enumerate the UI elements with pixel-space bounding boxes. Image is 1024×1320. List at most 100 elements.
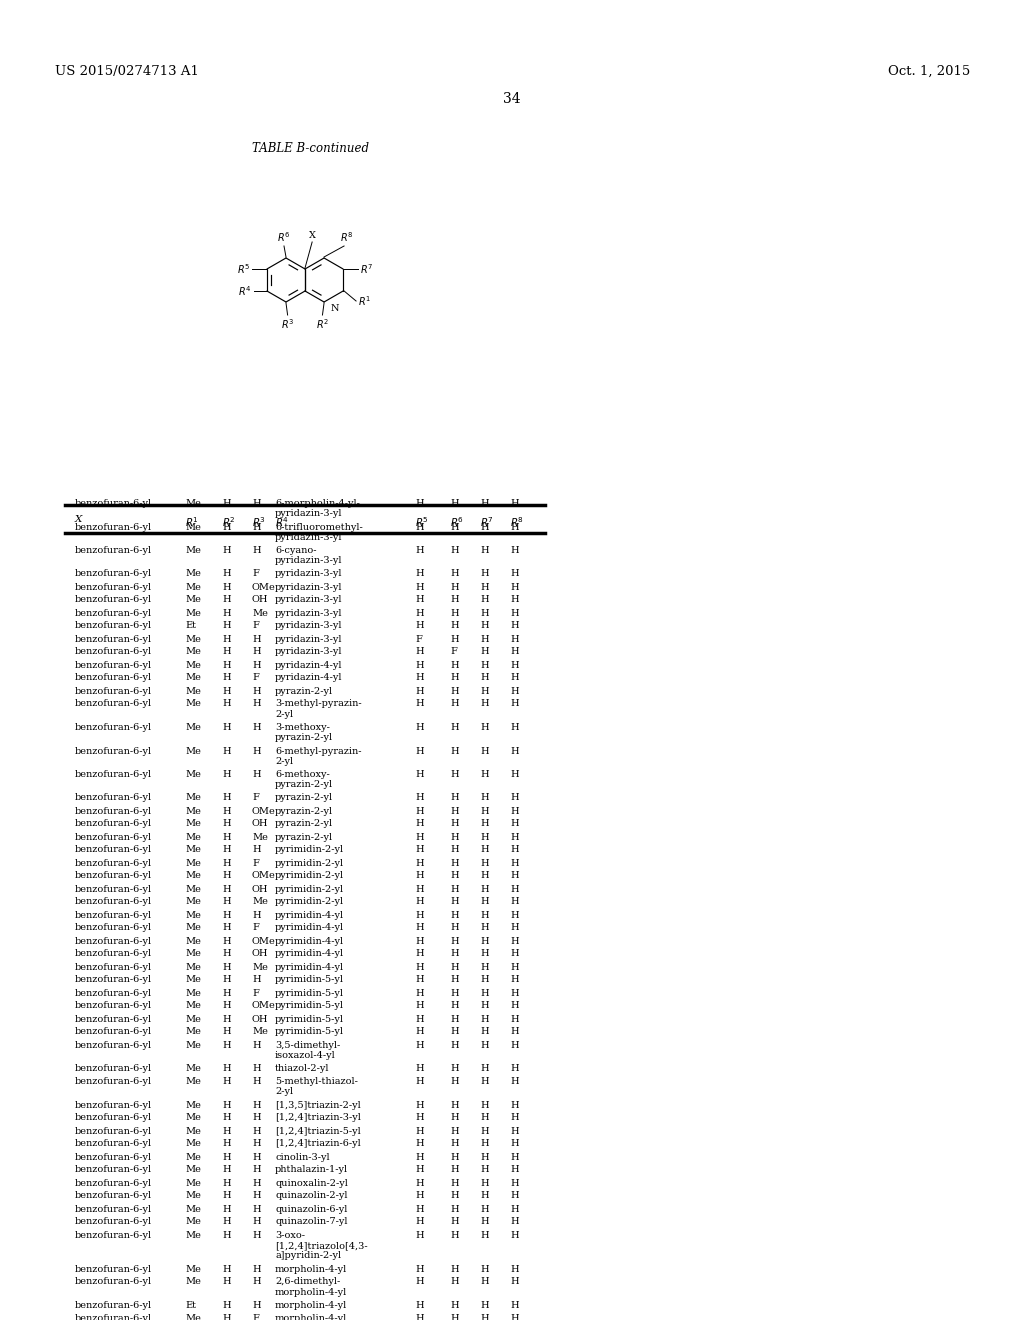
Text: H: H (222, 1114, 230, 1122)
Text: H: H (222, 770, 230, 779)
Text: benzofuran-6-yl: benzofuran-6-yl (75, 770, 153, 779)
Text: Me: Me (185, 1204, 201, 1213)
Text: Me: Me (185, 635, 201, 644)
Text: morpholin-4-yl: morpholin-4-yl (275, 1313, 347, 1320)
Text: H: H (450, 975, 459, 985)
Text: benzofuran-6-yl: benzofuran-6-yl (75, 1101, 153, 1110)
Text: Me: Me (252, 833, 268, 842)
Text: Me: Me (252, 898, 268, 907)
Text: H: H (222, 673, 230, 682)
Text: H: H (510, 807, 518, 816)
Text: benzofuran-6-yl: benzofuran-6-yl (75, 820, 153, 829)
Text: H: H (510, 1077, 518, 1086)
Text: [1,2,4]triazin-5-yl: [1,2,4]triazin-5-yl (275, 1126, 360, 1135)
Text: benzofuran-6-yl: benzofuran-6-yl (75, 546, 153, 554)
Text: benzofuran-6-yl: benzofuran-6-yl (75, 898, 153, 907)
Text: H: H (450, 962, 459, 972)
Text: pyrimidin-2-yl: pyrimidin-2-yl (275, 858, 344, 867)
Text: H: H (415, 1278, 424, 1287)
Text: H: H (222, 1179, 230, 1188)
Text: benzofuran-6-yl: benzofuran-6-yl (75, 911, 153, 920)
Text: H: H (252, 1040, 261, 1049)
Text: benzofuran-6-yl: benzofuran-6-yl (75, 635, 153, 644)
Text: F: F (450, 648, 457, 656)
Text: benzofuran-6-yl: benzofuran-6-yl (75, 700, 153, 709)
Text: 2,6-dimethyl-
morpholin-4-yl: 2,6-dimethyl- morpholin-4-yl (275, 1278, 347, 1296)
Text: H: H (450, 793, 459, 803)
Text: H: H (450, 673, 459, 682)
Text: H: H (510, 546, 518, 554)
Text: H: H (450, 609, 459, 618)
Text: benzofuran-6-yl: benzofuran-6-yl (75, 1230, 153, 1239)
Text: H: H (222, 858, 230, 867)
Text: H: H (415, 673, 424, 682)
Text: H: H (415, 962, 424, 972)
Text: H: H (415, 1192, 424, 1200)
Text: H: H (450, 1152, 459, 1162)
Text: H: H (252, 635, 261, 644)
Text: 6-methyl-pyrazin-
2-yl: 6-methyl-pyrazin- 2-yl (275, 747, 361, 766)
Text: Me: Me (185, 660, 201, 669)
Text: F: F (252, 793, 259, 803)
Text: 6-trifluoromethyl-
pyridazin-3-yl: 6-trifluoromethyl- pyridazin-3-yl (275, 523, 362, 543)
Text: $R^8$: $R^8$ (510, 515, 524, 529)
Text: phthalazin-1-yl: phthalazin-1-yl (275, 1166, 348, 1175)
Text: H: H (510, 911, 518, 920)
Text: OMe: OMe (252, 582, 275, 591)
Text: H: H (480, 635, 488, 644)
Text: Me: Me (185, 499, 201, 508)
Text: Me: Me (185, 871, 201, 880)
Text: pyrimidin-2-yl: pyrimidin-2-yl (275, 898, 344, 907)
Text: H: H (510, 635, 518, 644)
Text: benzofuran-6-yl: benzofuran-6-yl (75, 1302, 153, 1309)
Text: pyridazin-4-yl: pyridazin-4-yl (275, 660, 342, 669)
Text: Me: Me (185, 1192, 201, 1200)
Text: H: H (222, 582, 230, 591)
Text: H: H (222, 975, 230, 985)
Text: Et: Et (185, 622, 196, 631)
Text: H: H (252, 523, 261, 532)
Text: H: H (450, 884, 459, 894)
Text: H: H (415, 949, 424, 958)
Text: H: H (415, 936, 424, 945)
Text: H: H (415, 609, 424, 618)
Text: H: H (480, 1217, 488, 1226)
Text: pyrimidin-4-yl: pyrimidin-4-yl (275, 962, 344, 972)
Text: H: H (480, 609, 488, 618)
Text: H: H (415, 582, 424, 591)
Text: H: H (510, 793, 518, 803)
Text: H: H (222, 1166, 230, 1175)
Text: H: H (222, 1265, 230, 1274)
Text: pyridazin-3-yl: pyridazin-3-yl (275, 635, 342, 644)
Text: H: H (480, 1204, 488, 1213)
Text: H: H (480, 898, 488, 907)
Text: H: H (222, 1015, 230, 1023)
Text: H: H (510, 648, 518, 656)
Text: OMe: OMe (252, 1002, 275, 1011)
Text: Me: Me (185, 1114, 201, 1122)
Text: H: H (510, 1179, 518, 1188)
Text: pyrimidin-4-yl: pyrimidin-4-yl (275, 924, 344, 932)
Text: Me: Me (185, 1064, 201, 1073)
Text: $R^4$: $R^4$ (239, 284, 252, 298)
Text: H: H (252, 1179, 261, 1188)
Text: pyrazin-2-yl: pyrazin-2-yl (275, 686, 333, 696)
Text: pyridazin-3-yl: pyridazin-3-yl (275, 595, 342, 605)
Text: 6-methoxy-
pyrazin-2-yl: 6-methoxy- pyrazin-2-yl (275, 770, 333, 789)
Text: $R^6$: $R^6$ (450, 515, 464, 529)
Text: H: H (450, 1114, 459, 1122)
Text: H: H (480, 1126, 488, 1135)
Text: H: H (415, 846, 424, 854)
Text: pyrazin-2-yl: pyrazin-2-yl (275, 793, 333, 803)
Text: $R^2$: $R^2$ (222, 515, 236, 529)
Text: F: F (252, 569, 259, 578)
Text: benzofuran-6-yl: benzofuran-6-yl (75, 1139, 153, 1148)
Text: H: H (510, 1204, 518, 1213)
Text: pyridazin-4-yl: pyridazin-4-yl (275, 673, 342, 682)
Text: H: H (510, 1002, 518, 1011)
Text: H: H (450, 700, 459, 709)
Text: H: H (480, 975, 488, 985)
Text: H: H (222, 1278, 230, 1287)
Text: pyrimidin-2-yl: pyrimidin-2-yl (275, 846, 344, 854)
Text: Me: Me (185, 1278, 201, 1287)
